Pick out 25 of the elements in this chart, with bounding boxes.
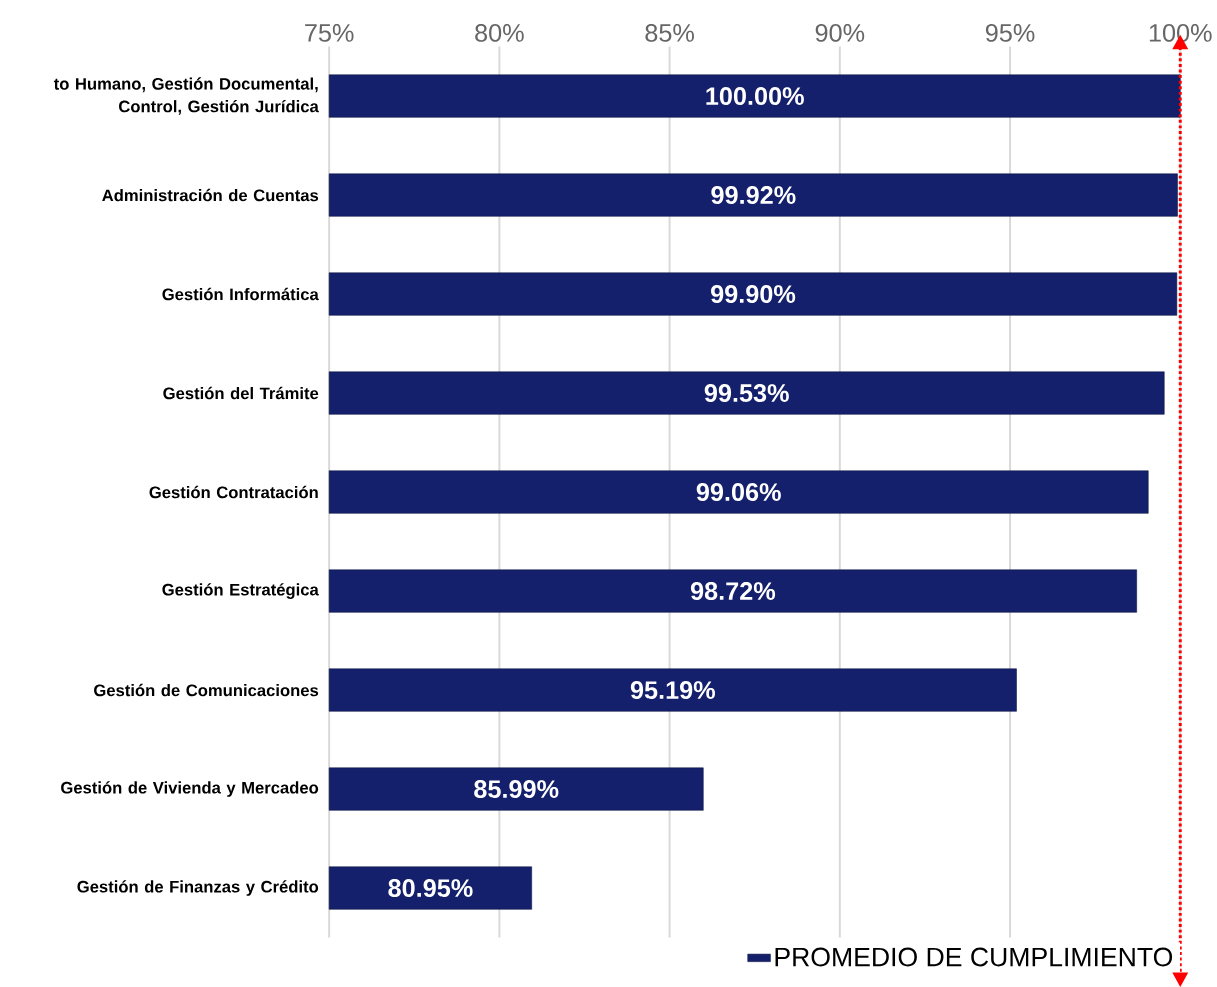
y-tick-label: Gestión Informática [162,287,319,301]
x-tick-label: 80% [475,23,524,42]
y-tick-label: Gestión de Finanzas y Crédito [77,880,319,896]
x-tick-label: 100% [1149,23,1212,42]
legend-label: PROMEDIO DE CUMPLIMIENTO [775,947,1173,967]
x-tick-label: 85% [645,23,694,42]
data-label: 98.72% [690,582,776,600]
data-label: 99.53% [704,384,789,403]
x-tick-label: 90% [815,23,865,42]
data-label: 95.19% [630,681,715,699]
y-tick-label: Gestión del Trámite [163,386,319,400]
data-label: 100.00% [706,87,804,105]
x-tick-label: 95% [985,23,1035,42]
y-tick-label: Administración de Cuentas [102,188,319,202]
data-label: 99.90% [711,285,796,303]
y-tick-label: Gestión Contratación [149,485,318,499]
y-tick-label: Gestión Estratégica [162,583,319,599]
data-label: 99.06% [696,483,781,501]
y-tick-label: Gestión de Comunicaciones [94,683,319,697]
y-tick-label: to Humano, Gestión Documental, Control, Gestión Jurídica [53,77,319,115]
data-label: 99.92% [711,186,796,204]
data-label: 80.95% [388,879,473,897]
x-tick-label: 75% [305,24,354,42]
data-label: 85.99% [474,780,559,798]
y-tick-label: Gestión de Vivienda y Mercadeo [61,781,319,797]
